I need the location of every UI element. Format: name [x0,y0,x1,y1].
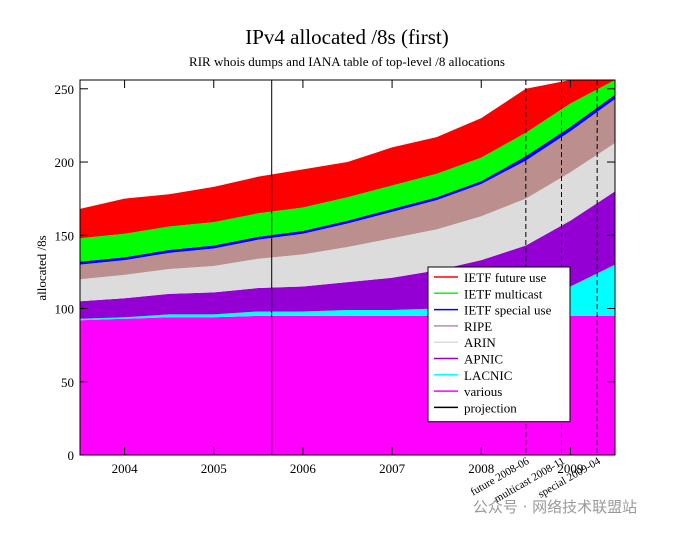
legend-label: various [464,384,502,399]
y-tick-label: 0 [68,448,75,463]
x-tick-label: 2009 [557,461,583,476]
plot-frame [79,79,616,456]
legend-label: IETF multicast [464,286,543,301]
area [80,80,615,262]
legend-label: RIPE [464,319,492,334]
watermark: 公众号 · 网络技术联盟站 [473,498,637,516]
legend-label: APNIC [464,352,503,367]
legend-label: IETF future use [464,270,547,285]
y-tick-label: 150 [55,228,75,243]
y-tick-label: 250 [55,82,75,97]
legend-label: IETF special use [464,303,552,318]
chart-title: IPv4 allocated /8s (first) [245,25,449,49]
legend-label: LACNIC [464,368,512,383]
y-tick-label: 50 [61,375,74,390]
area [80,99,615,280]
legend-label: projection [464,400,517,415]
legend-label: ARIN [464,335,496,350]
area [80,142,615,302]
x-tick-label: 2006 [290,461,317,476]
x-tick-label: 2005 [201,461,227,476]
x-tick-label: 2007 [379,461,406,476]
x-tick-label: 2008 [468,461,494,476]
x-tick-label: 2004 [112,461,139,476]
y-axis-label: allocated /8s [34,235,49,300]
y-tick-label: 200 [55,155,75,170]
chart-subtitle: RIR whois dumps and IANA table of top-le… [189,54,505,69]
y-tick-label: 100 [55,302,75,317]
area [80,80,615,239]
